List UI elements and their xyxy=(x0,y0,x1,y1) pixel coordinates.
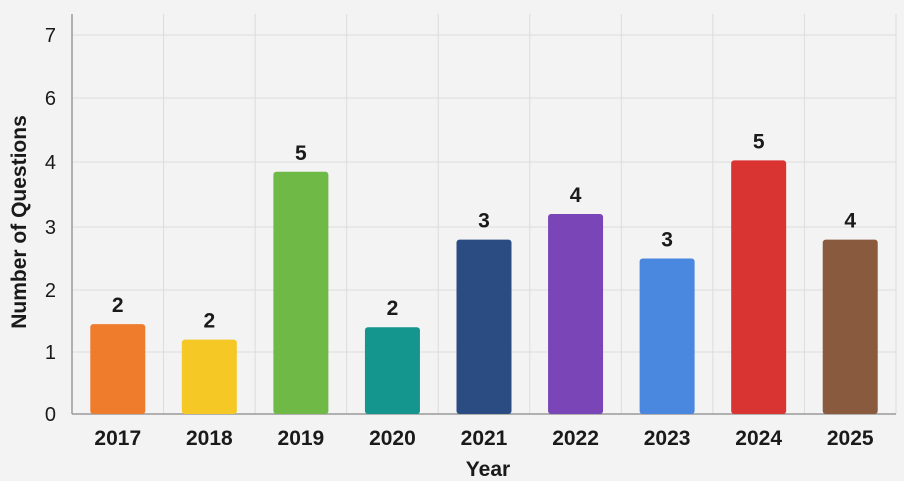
data-label: 5 xyxy=(753,130,765,153)
y-tick-label: 1 xyxy=(45,342,56,364)
bar-2019 xyxy=(273,171,329,414)
bar-2022 xyxy=(548,214,604,414)
y-axis-title: Number of Questions xyxy=(8,115,31,329)
data-label: 3 xyxy=(478,210,490,233)
y-tick-label: 4 xyxy=(45,152,56,174)
x-axis-title: Year xyxy=(466,458,510,481)
bar-2020 xyxy=(364,327,420,414)
y-axis-ticks: 0 1 2 3 4 6 7 xyxy=(45,25,56,426)
data-label: 2 xyxy=(112,294,124,317)
x-tick-label: 2025 xyxy=(827,427,874,450)
bars xyxy=(90,160,878,414)
y-tick-label: 0 xyxy=(45,404,56,426)
x-tick-label: 2017 xyxy=(94,427,141,450)
bar-2018 xyxy=(181,339,237,414)
bar-2023 xyxy=(639,258,695,414)
x-tick-label: 2023 xyxy=(644,427,691,450)
bar-2017 xyxy=(90,324,146,414)
x-axis-ticks: 2017 2018 2019 2020 2021 2022 2023 2024 2025 xyxy=(94,427,873,450)
x-tick-label: 2020 xyxy=(369,427,416,450)
bar-2025 xyxy=(822,239,878,414)
data-labels: 2 2 5 2 3 4 3 5 4 xyxy=(112,130,856,332)
x-tick-label: 2018 xyxy=(186,427,233,450)
y-tick-label: 3 xyxy=(45,217,56,239)
data-label: 4 xyxy=(570,184,582,207)
data-label: 3 xyxy=(661,229,673,252)
x-tick-label: 2024 xyxy=(735,427,782,450)
x-tick-label: 2019 xyxy=(278,427,325,450)
data-label: 4 xyxy=(844,210,856,233)
data-label: 2 xyxy=(203,310,215,333)
data-label: 2 xyxy=(387,297,399,320)
data-label: 5 xyxy=(295,142,307,165)
bar-2021 xyxy=(456,239,512,414)
bar-2024 xyxy=(731,160,787,414)
x-tick-label: 2022 xyxy=(552,427,599,450)
y-tick-label: 7 xyxy=(45,25,56,47)
y-tick-label: 2 xyxy=(45,280,56,302)
y-tick-label: 6 xyxy=(45,88,56,110)
x-tick-label: 2021 xyxy=(461,427,508,450)
